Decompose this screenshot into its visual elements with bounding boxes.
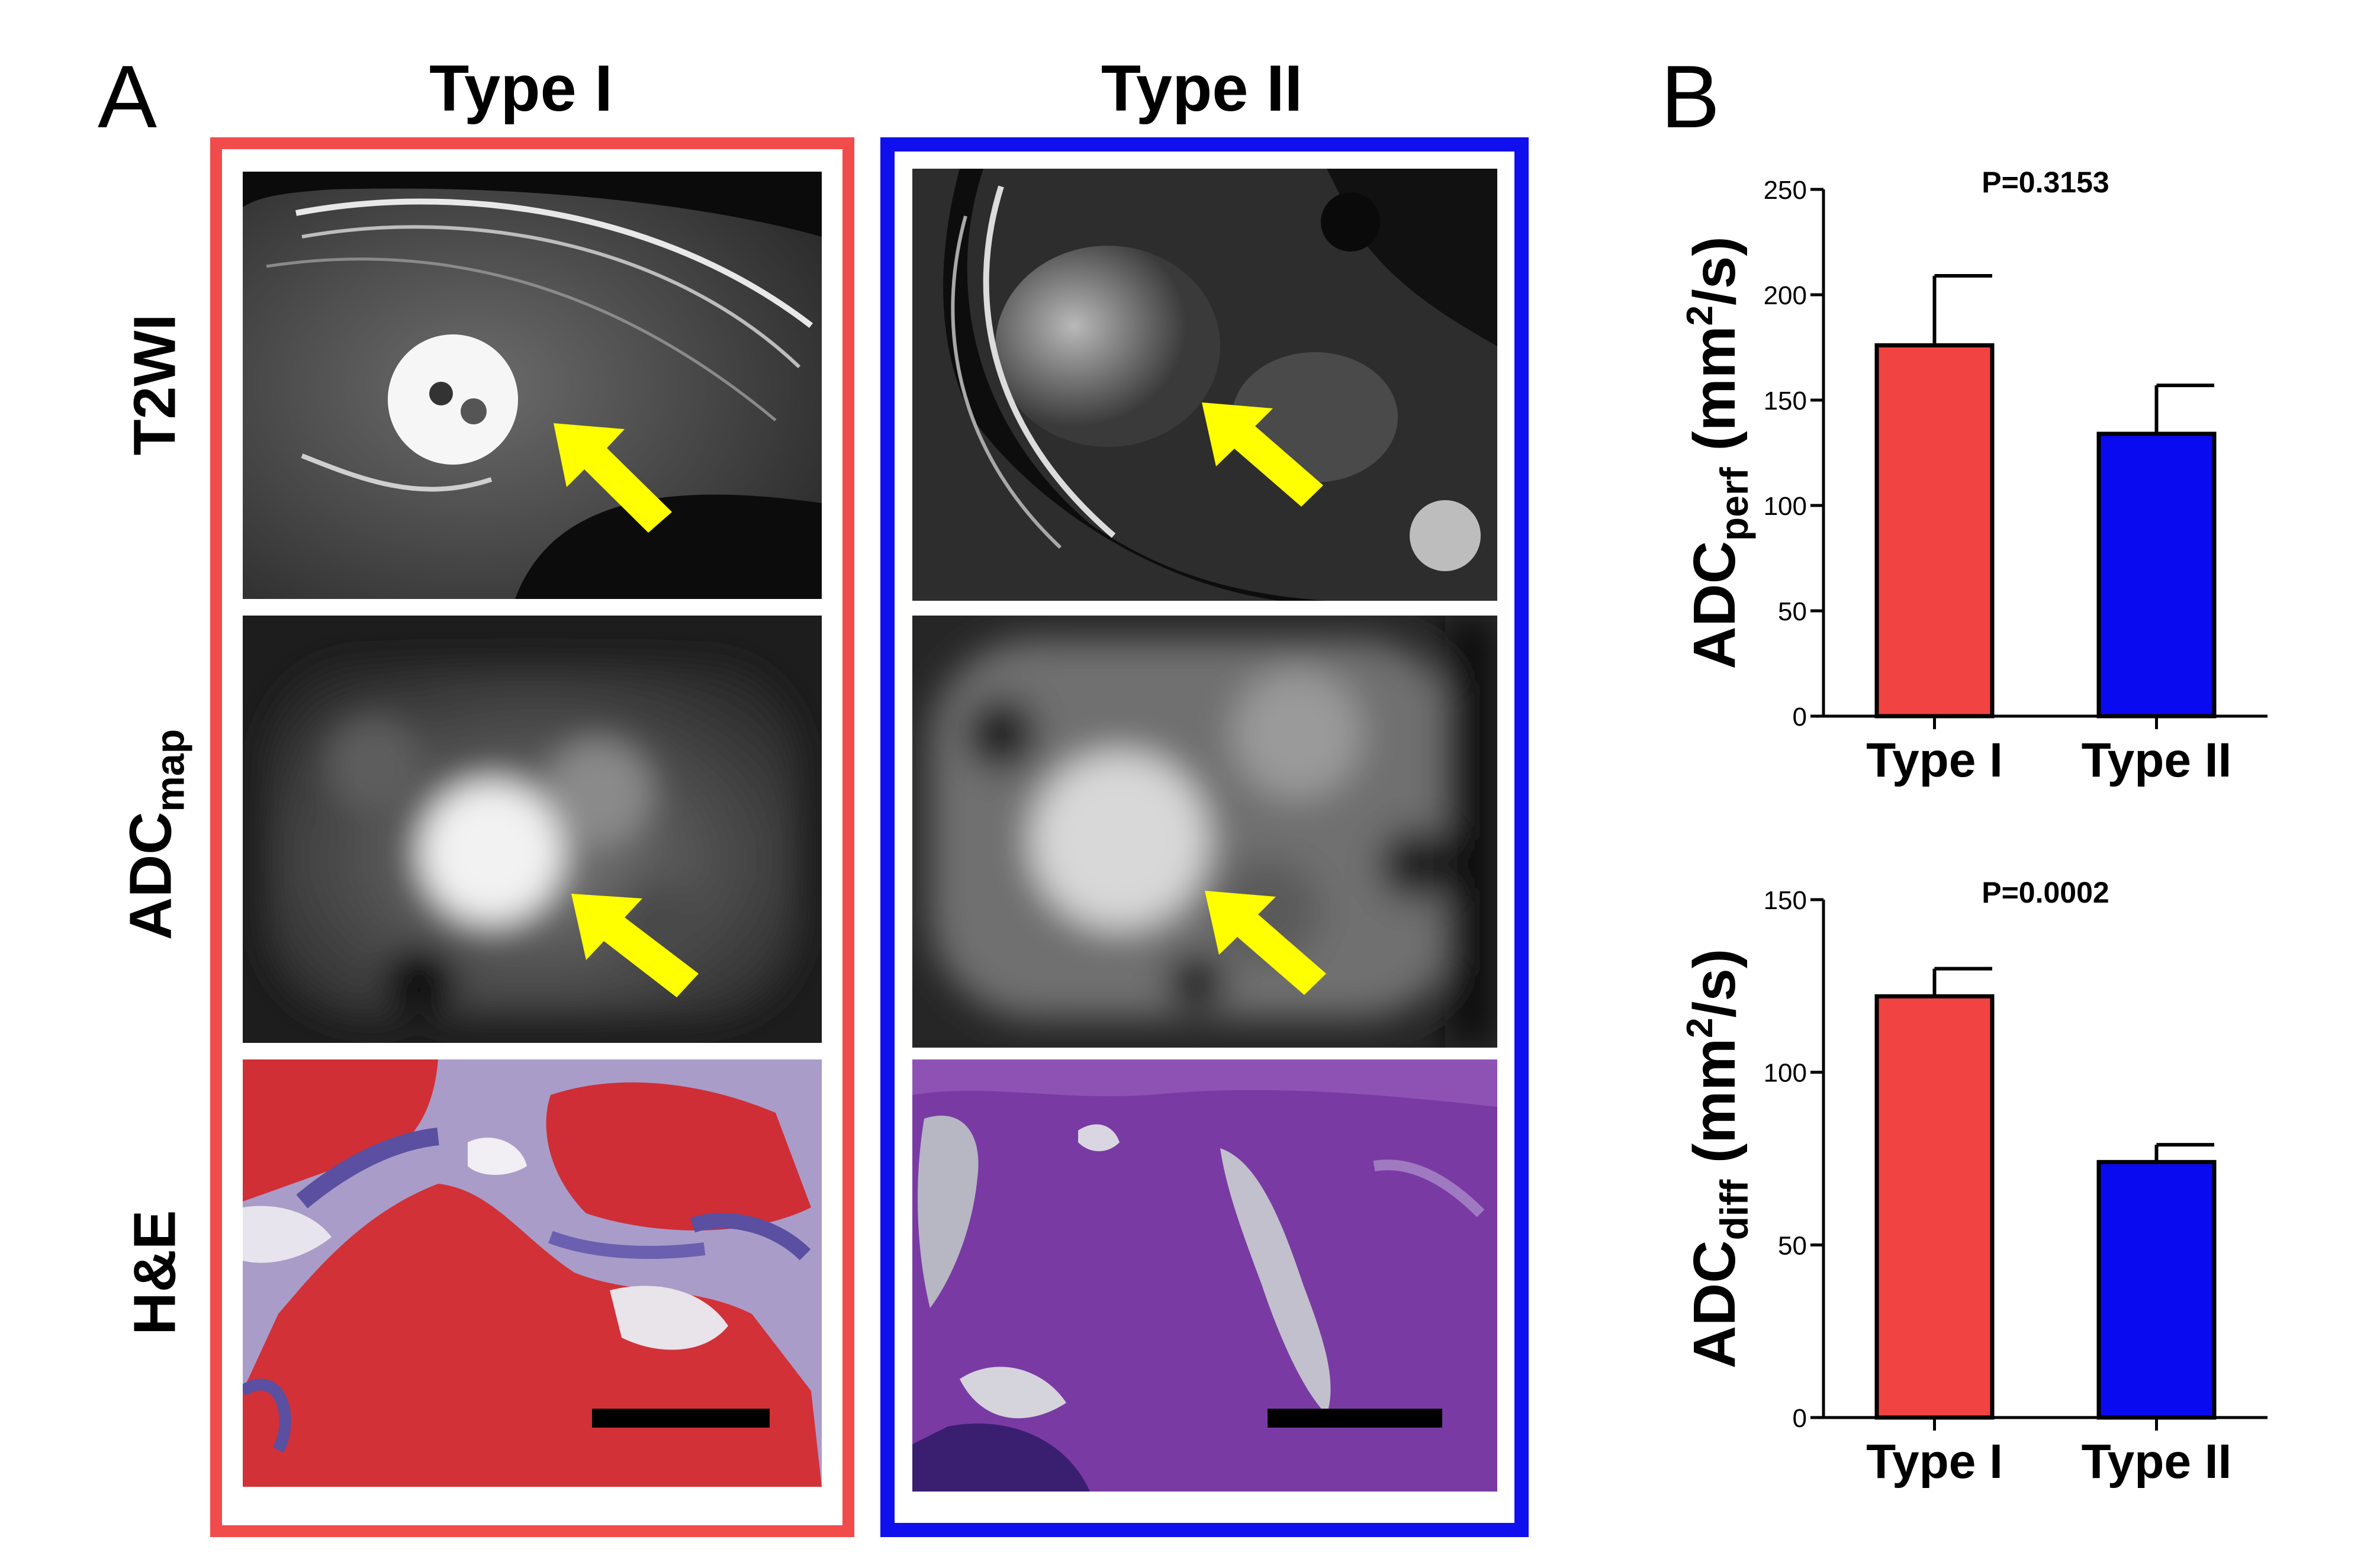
y-tick-label: 100	[1764, 492, 1807, 521]
y-tick-label: 50	[1778, 597, 1807, 626]
y-tick-label: 150	[1764, 886, 1807, 915]
bar	[2096, 1159, 2217, 1420]
row-label-he: H&E	[121, 1210, 188, 1335]
p-value-annotation: P=0.3153	[1982, 166, 2109, 199]
y-axis-label-sup: 2	[1680, 1018, 1720, 1038]
type-2-t2wi-image	[912, 169, 1497, 601]
bar	[1874, 994, 1995, 1420]
row-label-adc-map: ADCmap	[117, 729, 194, 940]
y-axis-label-sub: perf	[1712, 466, 1756, 541]
type-2-he-image	[912, 1059, 1497, 1492]
row-label-t2wi: T2WI	[121, 314, 188, 456]
y-tick-label: 150	[1764, 386, 1807, 415]
p-value-annotation: P=0.0002	[1982, 876, 2109, 909]
y-axis-label: ADCperf (mm2/s)	[1680, 236, 1756, 669]
column-title-type-2: Type II	[1101, 52, 1303, 125]
panel-b-letter: B	[1661, 47, 1720, 146]
type-1-t2wi-image	[243, 172, 822, 599]
y-axis-label: ADCdiff (mm2/s)	[1680, 949, 1756, 1368]
type-2-frame	[880, 137, 1529, 1537]
bar	[2096, 431, 2217, 719]
arrow-icon	[1205, 891, 1326, 995]
y-tick-label: 50	[1778, 1231, 1807, 1260]
x-tick-label: Type I	[1866, 1435, 2003, 1489]
scale-bar	[1268, 1409, 1442, 1428]
scale-bar	[592, 1409, 770, 1428]
y-axis-label-unit: (mm	[1681, 1038, 1748, 1180]
panel-a-letter: A	[98, 47, 157, 146]
y-axis-label-unit-end: /s)	[1681, 949, 1748, 1018]
y-tick-label: 100	[1764, 1059, 1807, 1088]
x-tick-label: Type II	[2082, 1435, 2232, 1489]
arrow-icon	[571, 894, 699, 997]
y-axis-label-sub: diff	[1712, 1179, 1756, 1241]
type-1-adc-map-image	[243, 616, 822, 1043]
adc-perf-bar-chart: 0 50 100 150 200 250 Type I Type II P=0.3153 ADCp…	[1680, 166, 2268, 787]
y-axis-label-unit: (mm	[1681, 326, 1748, 467]
arrow-icon	[1202, 402, 1323, 507]
y-tick-label: 250	[1764, 176, 1807, 205]
y-axis-label-main: ADC	[1681, 1241, 1748, 1369]
bar	[1874, 343, 1995, 719]
y-tick-label: 200	[1764, 281, 1807, 310]
y-axis-label-sup: 2	[1680, 305, 1720, 326]
type-2-adc-map-image	[912, 616, 1497, 1048]
x-tick-label: Type II	[2082, 733, 2232, 787]
type-1-frame	[210, 137, 854, 1537]
arrow-icon	[554, 423, 672, 533]
x-tick-label: Type I	[1866, 733, 2003, 787]
column-title-type-1: Type I	[429, 52, 613, 125]
y-axis-label-main: ADC	[1681, 541, 1748, 669]
row-label-adc-main: ADC	[117, 811, 184, 940]
adc-diff-bar-chart: 0 50 100 150 Type I Type II P=0.0002 ADCdiff (m…	[1680, 876, 2268, 1489]
y-axis-label-unit-end: /s)	[1681, 236, 1748, 305]
y-tick-label: 0	[1793, 703, 1807, 732]
row-label-adc-sub: map	[147, 729, 193, 812]
y-tick-label: 0	[1793, 1404, 1807, 1433]
type-1-he-image	[243, 1059, 822, 1487]
